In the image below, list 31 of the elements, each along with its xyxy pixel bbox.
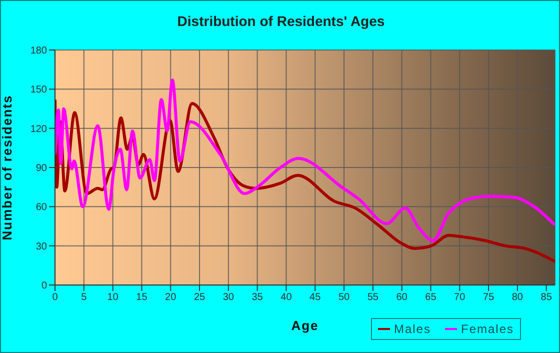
y-axis-title: Number of residents: [0, 94, 15, 240]
y-tick-label: 60: [36, 202, 48, 214]
x-tick-label: 40: [280, 292, 292, 304]
x-tick-label: 15: [136, 292, 148, 304]
y-tick-label: 150: [30, 84, 48, 96]
legend-label: Females: [460, 322, 514, 336]
legend-label: Males: [392, 322, 431, 336]
x-tick-label: 85: [540, 292, 552, 304]
x-axis-title: Age: [291, 318, 319, 333]
line-series: [55, 78, 555, 242]
x-tick-label: 65: [425, 292, 437, 304]
y-tick-label: 120: [30, 124, 48, 135]
x-tick-label: 55: [367, 292, 379, 304]
x-tick-label: 50: [338, 292, 350, 304]
x-tick-label: 45: [310, 292, 322, 304]
x-tick-label: 35: [252, 292, 264, 304]
y-tick-label: 90: [36, 163, 48, 174]
x-tick-label: 70: [454, 292, 466, 304]
y-tick-label: 180: [30, 46, 48, 57]
x-tick-label: 5: [81, 292, 88, 304]
y-tick-label: 0: [41, 280, 48, 292]
x-tick-label: 10: [107, 292, 119, 304]
x-tick-label: 0: [52, 292, 58, 304]
y-tick-label: 30: [36, 241, 48, 252]
x-tick-label: 20: [165, 292, 177, 304]
x-tick-label: 30: [222, 292, 234, 304]
x-tick-label: 60: [396, 292, 408, 304]
x-tick-label: 80: [512, 292, 524, 304]
x-tick-label: 75: [482, 292, 495, 304]
x-tick-label: 25: [194, 292, 206, 304]
chart-title: Distribution of Residents' Ages: [176, 13, 386, 29]
